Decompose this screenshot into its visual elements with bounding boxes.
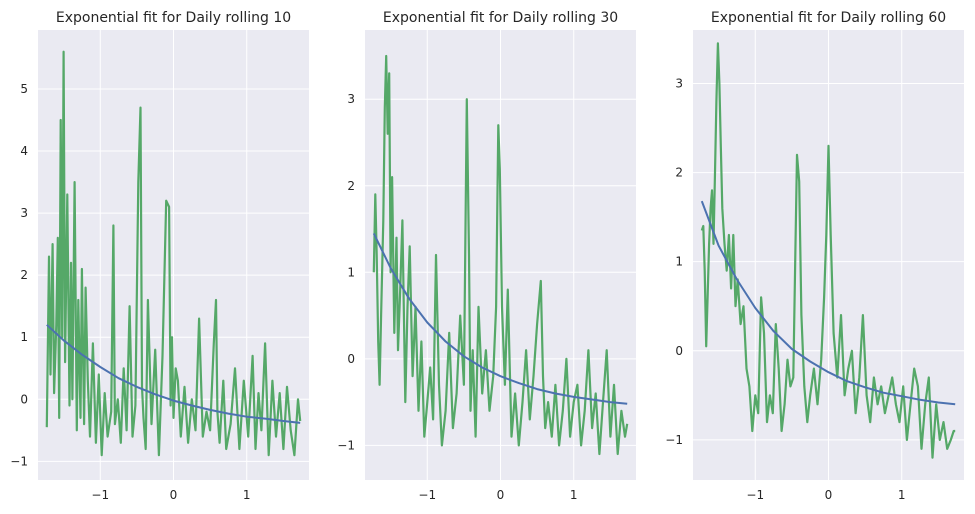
x-tick-label: −1 bbox=[746, 488, 764, 502]
y-tick-label: 0 bbox=[675, 344, 683, 358]
data-series-line bbox=[45, 50, 302, 457]
chart-title: Exponential fit for Daily rolling 60 bbox=[711, 10, 946, 26]
y-tick-label: 3 bbox=[20, 206, 28, 220]
y-tick-label: 4 bbox=[20, 144, 28, 158]
y-tick-label: 2 bbox=[20, 268, 28, 282]
fit-curve-line bbox=[372, 232, 628, 405]
x-tick-label: 1 bbox=[570, 488, 578, 502]
y-tick-label: −1 bbox=[337, 438, 355, 452]
x-tick-label: 0 bbox=[825, 488, 833, 502]
y-tick-label: 0 bbox=[347, 352, 355, 366]
x-tick-label: 0 bbox=[497, 488, 505, 502]
x-tick-label: 1 bbox=[243, 488, 251, 502]
fit-curve-line bbox=[46, 324, 301, 424]
y-tick-label: 1 bbox=[675, 255, 683, 269]
y-tick-label: 3 bbox=[675, 76, 683, 90]
x-tick-label: −1 bbox=[418, 488, 436, 502]
data-series-line bbox=[700, 42, 956, 459]
data-series-line bbox=[372, 54, 629, 456]
x-tick-label: −1 bbox=[91, 488, 109, 502]
x-tick-label: 1 bbox=[898, 488, 906, 502]
chart-panel-2: Exponential fit for Daily rolling 30 −1 0 1… bbox=[337, 10, 636, 502]
chart-panel-3: Exponential fit for Daily rolling 60 −1 0 1… bbox=[665, 10, 964, 502]
y-tick-label: 2 bbox=[675, 166, 683, 180]
fit-curve-line bbox=[700, 200, 956, 406]
y-tick-label: 1 bbox=[347, 265, 355, 279]
y-tick-label: 0 bbox=[20, 392, 28, 406]
chart-panel-1: Exponential fit for Daily rolling 10 −1 0 1… bbox=[10, 10, 309, 502]
y-tick-label: 2 bbox=[347, 179, 355, 193]
chart-title: Exponential fit for Daily rolling 30 bbox=[383, 10, 618, 26]
y-tick-label: 1 bbox=[20, 330, 28, 344]
y-tick-label: −1 bbox=[10, 454, 28, 468]
y-tick-label: 3 bbox=[347, 92, 355, 106]
chart-title: Exponential fit for Daily rolling 10 bbox=[56, 10, 291, 26]
y-tick-label: 5 bbox=[20, 82, 28, 96]
y-tick-label: −1 bbox=[665, 433, 683, 447]
x-tick-label: 0 bbox=[170, 488, 178, 502]
